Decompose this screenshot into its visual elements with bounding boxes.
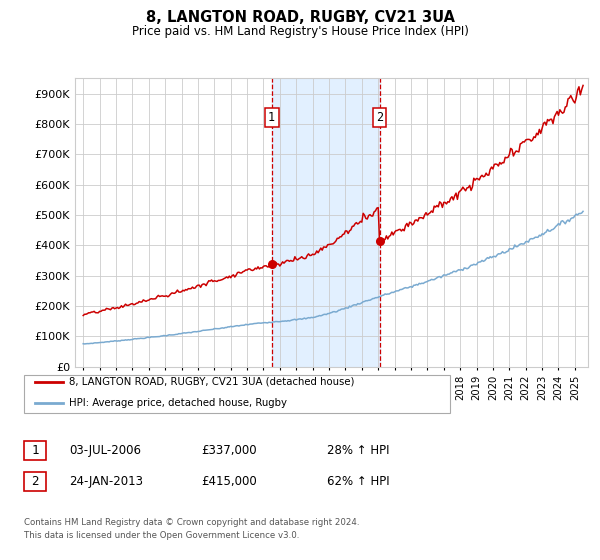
Text: 28% ↑ HPI: 28% ↑ HPI	[327, 444, 389, 458]
Text: 8, LANGTON ROAD, RUGBY, CV21 3UA: 8, LANGTON ROAD, RUGBY, CV21 3UA	[146, 11, 455, 25]
Bar	[272, 78, 380, 367]
Text: £415,000: £415,000	[201, 475, 257, 488]
Text: 24-JAN-2013: 24-JAN-2013	[69, 475, 143, 488]
Text: Price paid vs. HM Land Registry's House Price Index (HPI): Price paid vs. HM Land Registry's House …	[131, 25, 469, 38]
Text: 1: 1	[268, 111, 275, 124]
Text: 2: 2	[376, 111, 383, 124]
Text: £337,000: £337,000	[201, 444, 257, 458]
Text: 03-JUL-2006: 03-JUL-2006	[69, 444, 141, 458]
Text: 1: 1	[31, 444, 38, 458]
Text: 2: 2	[31, 475, 38, 488]
Text: HPI: Average price, detached house, Rugby: HPI: Average price, detached house, Rugb…	[69, 398, 287, 408]
Text: 8, LANGTON ROAD, RUGBY, CV21 3UA (detached house): 8, LANGTON ROAD, RUGBY, CV21 3UA (detach…	[69, 377, 355, 387]
Text: Contains HM Land Registry data © Crown copyright and database right 2024.
This d: Contains HM Land Registry data © Crown c…	[24, 518, 359, 540]
Text: 62% ↑ HPI: 62% ↑ HPI	[327, 475, 389, 488]
